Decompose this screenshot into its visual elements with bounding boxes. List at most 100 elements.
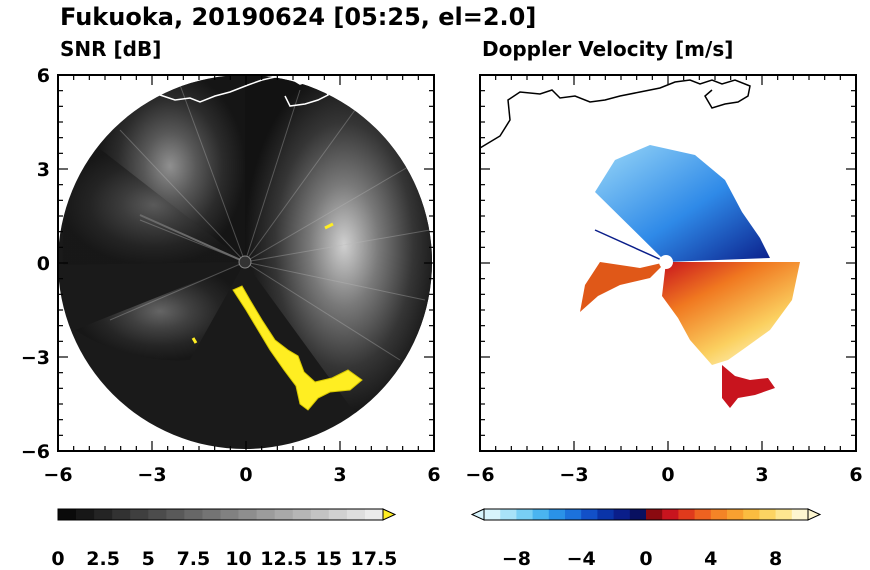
snr-colorbar-step bbox=[328, 509, 348, 520]
snr-x-tick-label: 6 bbox=[427, 464, 440, 486]
velocity-colorbar-step bbox=[791, 509, 809, 520]
snr-colorbar-label: 17.5 bbox=[351, 548, 398, 570]
snr-colorbar-step bbox=[58, 509, 77, 520]
velocity-x-tick-label: −3 bbox=[559, 464, 588, 486]
snr-y-tick-label: 6 bbox=[37, 65, 50, 87]
snr-colorbar-step bbox=[76, 509, 95, 520]
snr-high-value-speck-sw bbox=[191, 337, 198, 344]
velocity-plot-area bbox=[480, 75, 856, 451]
snr-colorbar-label: 15 bbox=[316, 548, 342, 570]
velocity-colorbar-step bbox=[678, 509, 695, 520]
snr-colorbar-step bbox=[274, 509, 294, 520]
snr-colorbar-step bbox=[166, 509, 185, 520]
snr-colorbar-step bbox=[292, 509, 312, 520]
velocity-colorbar-label: 4 bbox=[704, 548, 717, 570]
velocity-colorbar bbox=[470, 508, 822, 521]
snr-radar-site bbox=[238, 255, 252, 269]
snr-x-tick-label: 3 bbox=[333, 464, 346, 486]
snr-colorbar-extend-arrow bbox=[382, 508, 397, 521]
velocity-colorbar-step bbox=[484, 509, 501, 520]
velocity-colorbar-step bbox=[581, 509, 598, 520]
velocity-x-tick-label: −6 bbox=[465, 464, 494, 486]
velocity-x-tick-label: 0 bbox=[661, 464, 674, 486]
velocity-colorbar-step bbox=[662, 509, 679, 520]
velocity-colorbar-step bbox=[759, 509, 776, 520]
velocity-colorbar-step bbox=[565, 509, 582, 520]
velocity-coastline bbox=[480, 79, 751, 149]
snr-colorbar-frame bbox=[57, 508, 384, 521]
velocity-colorbar-step bbox=[743, 509, 760, 520]
velocity-colorbar-step bbox=[548, 509, 566, 520]
velocity-x-tick-label: 6 bbox=[849, 464, 862, 486]
velocity-colorbar-labels: −8 −4 0 4 8 bbox=[502, 548, 782, 570]
snr-x-tick-label: −3 bbox=[137, 464, 166, 486]
velocity-tick-labels: −6 −3 0 3 6 bbox=[465, 464, 862, 486]
velocity-panel-title: Doppler Velocity [m/s] bbox=[482, 37, 733, 61]
velocity-colorbar-step bbox=[775, 509, 793, 520]
snr-colorbar-step bbox=[220, 509, 239, 520]
snr-colorbar-step bbox=[256, 509, 276, 520]
snr-colorbar-label: 10 bbox=[225, 548, 251, 570]
velocity-colorbar-step bbox=[516, 509, 533, 520]
velocity-axis-ticks bbox=[479, 74, 857, 452]
velocity-west-receding-region bbox=[580, 262, 666, 312]
velocity-southeast-patch bbox=[722, 365, 775, 408]
velocity-blocked-beam bbox=[594, 229, 667, 263]
velocity-colorbar-step bbox=[629, 509, 647, 520]
snr-high-value-band bbox=[232, 285, 363, 411]
snr-colorbar-step bbox=[202, 509, 221, 520]
velocity-colorbar-step bbox=[694, 509, 712, 520]
velocity-colorbar-label: 8 bbox=[769, 548, 782, 570]
snr-x-tick-label: −6 bbox=[43, 464, 72, 486]
snr-x-tick-label: 0 bbox=[239, 464, 252, 486]
velocity-colorbar-step bbox=[710, 509, 728, 520]
velocity-colorbar-step bbox=[727, 509, 744, 520]
snr-colorbar-step bbox=[364, 509, 384, 520]
snr-colorbar-label: 0 bbox=[51, 548, 64, 570]
snr-bright-sector bbox=[245, 75, 432, 420]
snr-medium-sector bbox=[95, 75, 245, 262]
velocity-colorbar-step bbox=[613, 509, 631, 520]
snr-y-tick-label: −3 bbox=[21, 347, 50, 369]
snr-colorbar-step bbox=[130, 509, 149, 520]
snr-colorbar-label: 7.5 bbox=[177, 548, 211, 570]
velocity-colorbar-label: −4 bbox=[567, 548, 596, 570]
snr-coastline bbox=[159, 76, 329, 107]
snr-high-value-speck bbox=[324, 222, 334, 230]
snr-southwest-sector bbox=[75, 262, 245, 361]
snr-colorbar-step bbox=[238, 509, 258, 520]
snr-radial-streaks bbox=[109, 84, 431, 361]
snr-colorbar-step bbox=[184, 509, 203, 520]
snr-colorbar-step bbox=[94, 509, 113, 520]
snr-colorbar-step bbox=[148, 509, 167, 520]
velocity-colorbar-step bbox=[532, 509, 550, 520]
snr-colorbar-labels: 0 2.5 5 7.5 10 12.5 15 17.5 bbox=[51, 548, 397, 570]
velocity-x-tick-label: 3 bbox=[755, 464, 768, 486]
snr-blocked-beam bbox=[139, 214, 246, 263]
velocity-colorbar-step bbox=[597, 509, 614, 520]
snr-colorbar-label: 2.5 bbox=[86, 548, 120, 570]
figure-title: Fukuoka, 20190624 [05:25, el=2.0] bbox=[60, 3, 536, 31]
snr-plot-area bbox=[58, 75, 432, 449]
snr-y-tick-label: −6 bbox=[21, 441, 50, 463]
snr-axis-ticks bbox=[57, 74, 435, 452]
snr-y-tick-label: 3 bbox=[37, 159, 50, 181]
snr-tick-labels: −6 −3 0 3 6 6 3 0 −3 −6 bbox=[21, 65, 441, 486]
velocity-colorbar-label: 0 bbox=[639, 548, 652, 570]
snr-panel-title: SNR [dB] bbox=[60, 37, 161, 61]
velocity-receding-region bbox=[662, 262, 800, 365]
velocity-colorbar-step bbox=[646, 509, 663, 520]
snr-dim-sector bbox=[62, 145, 246, 265]
snr-colorbar-step bbox=[310, 509, 330, 520]
velocity-colorbar-step bbox=[500, 509, 517, 520]
velocity-colorbar-label: −8 bbox=[502, 548, 531, 570]
snr-y-tick-label: 0 bbox=[37, 253, 50, 275]
snr-colorbar-step bbox=[346, 509, 366, 520]
velocity-colorbar-frame bbox=[483, 508, 809, 521]
velocity-approaching-region bbox=[595, 145, 770, 262]
velocity-colorbar-extend-high bbox=[807, 508, 822, 521]
snr-colorbar-label: 5 bbox=[142, 548, 155, 570]
velocity-radar-site bbox=[659, 255, 673, 269]
snr-colorbar-step bbox=[112, 509, 131, 520]
snr-colorbar-label: 12.5 bbox=[260, 548, 307, 570]
